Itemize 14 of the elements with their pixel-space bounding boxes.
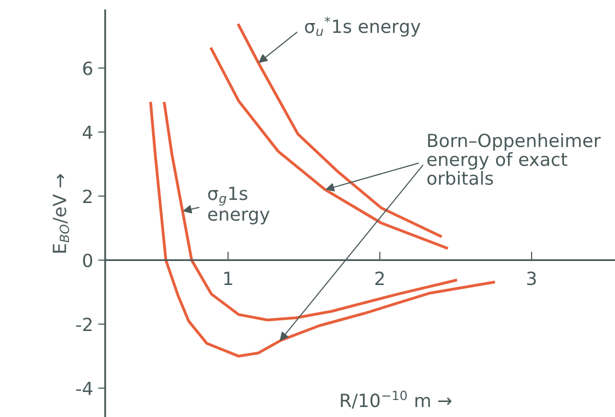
y-tick-label: 2 [83,190,92,203]
y-axis-title: E$_{BO}$/eV → [52,174,70,253]
x-tick-label: 3 [527,272,536,286]
y-tick-label: -4 [76,382,92,396]
annotation: σ$_{g}$1s energy [208,186,270,224]
y-tick-label: 4 [82,126,92,139]
x-axis-title: R/10$^{−10}$ m → [340,390,452,409]
x-tick-label: 2 [375,272,384,285]
x-tick-label: 1 [224,272,232,285]
annotation: σ$_{u}$$^{*}$1s energy [304,16,420,37]
y-tick-label: 6 [83,62,92,76]
y-tick-label: -2 [76,318,92,332]
y-tick-label: 0 [83,254,92,268]
annotation: Born–Oppenheimer energy of exact orbitals [427,133,601,185]
